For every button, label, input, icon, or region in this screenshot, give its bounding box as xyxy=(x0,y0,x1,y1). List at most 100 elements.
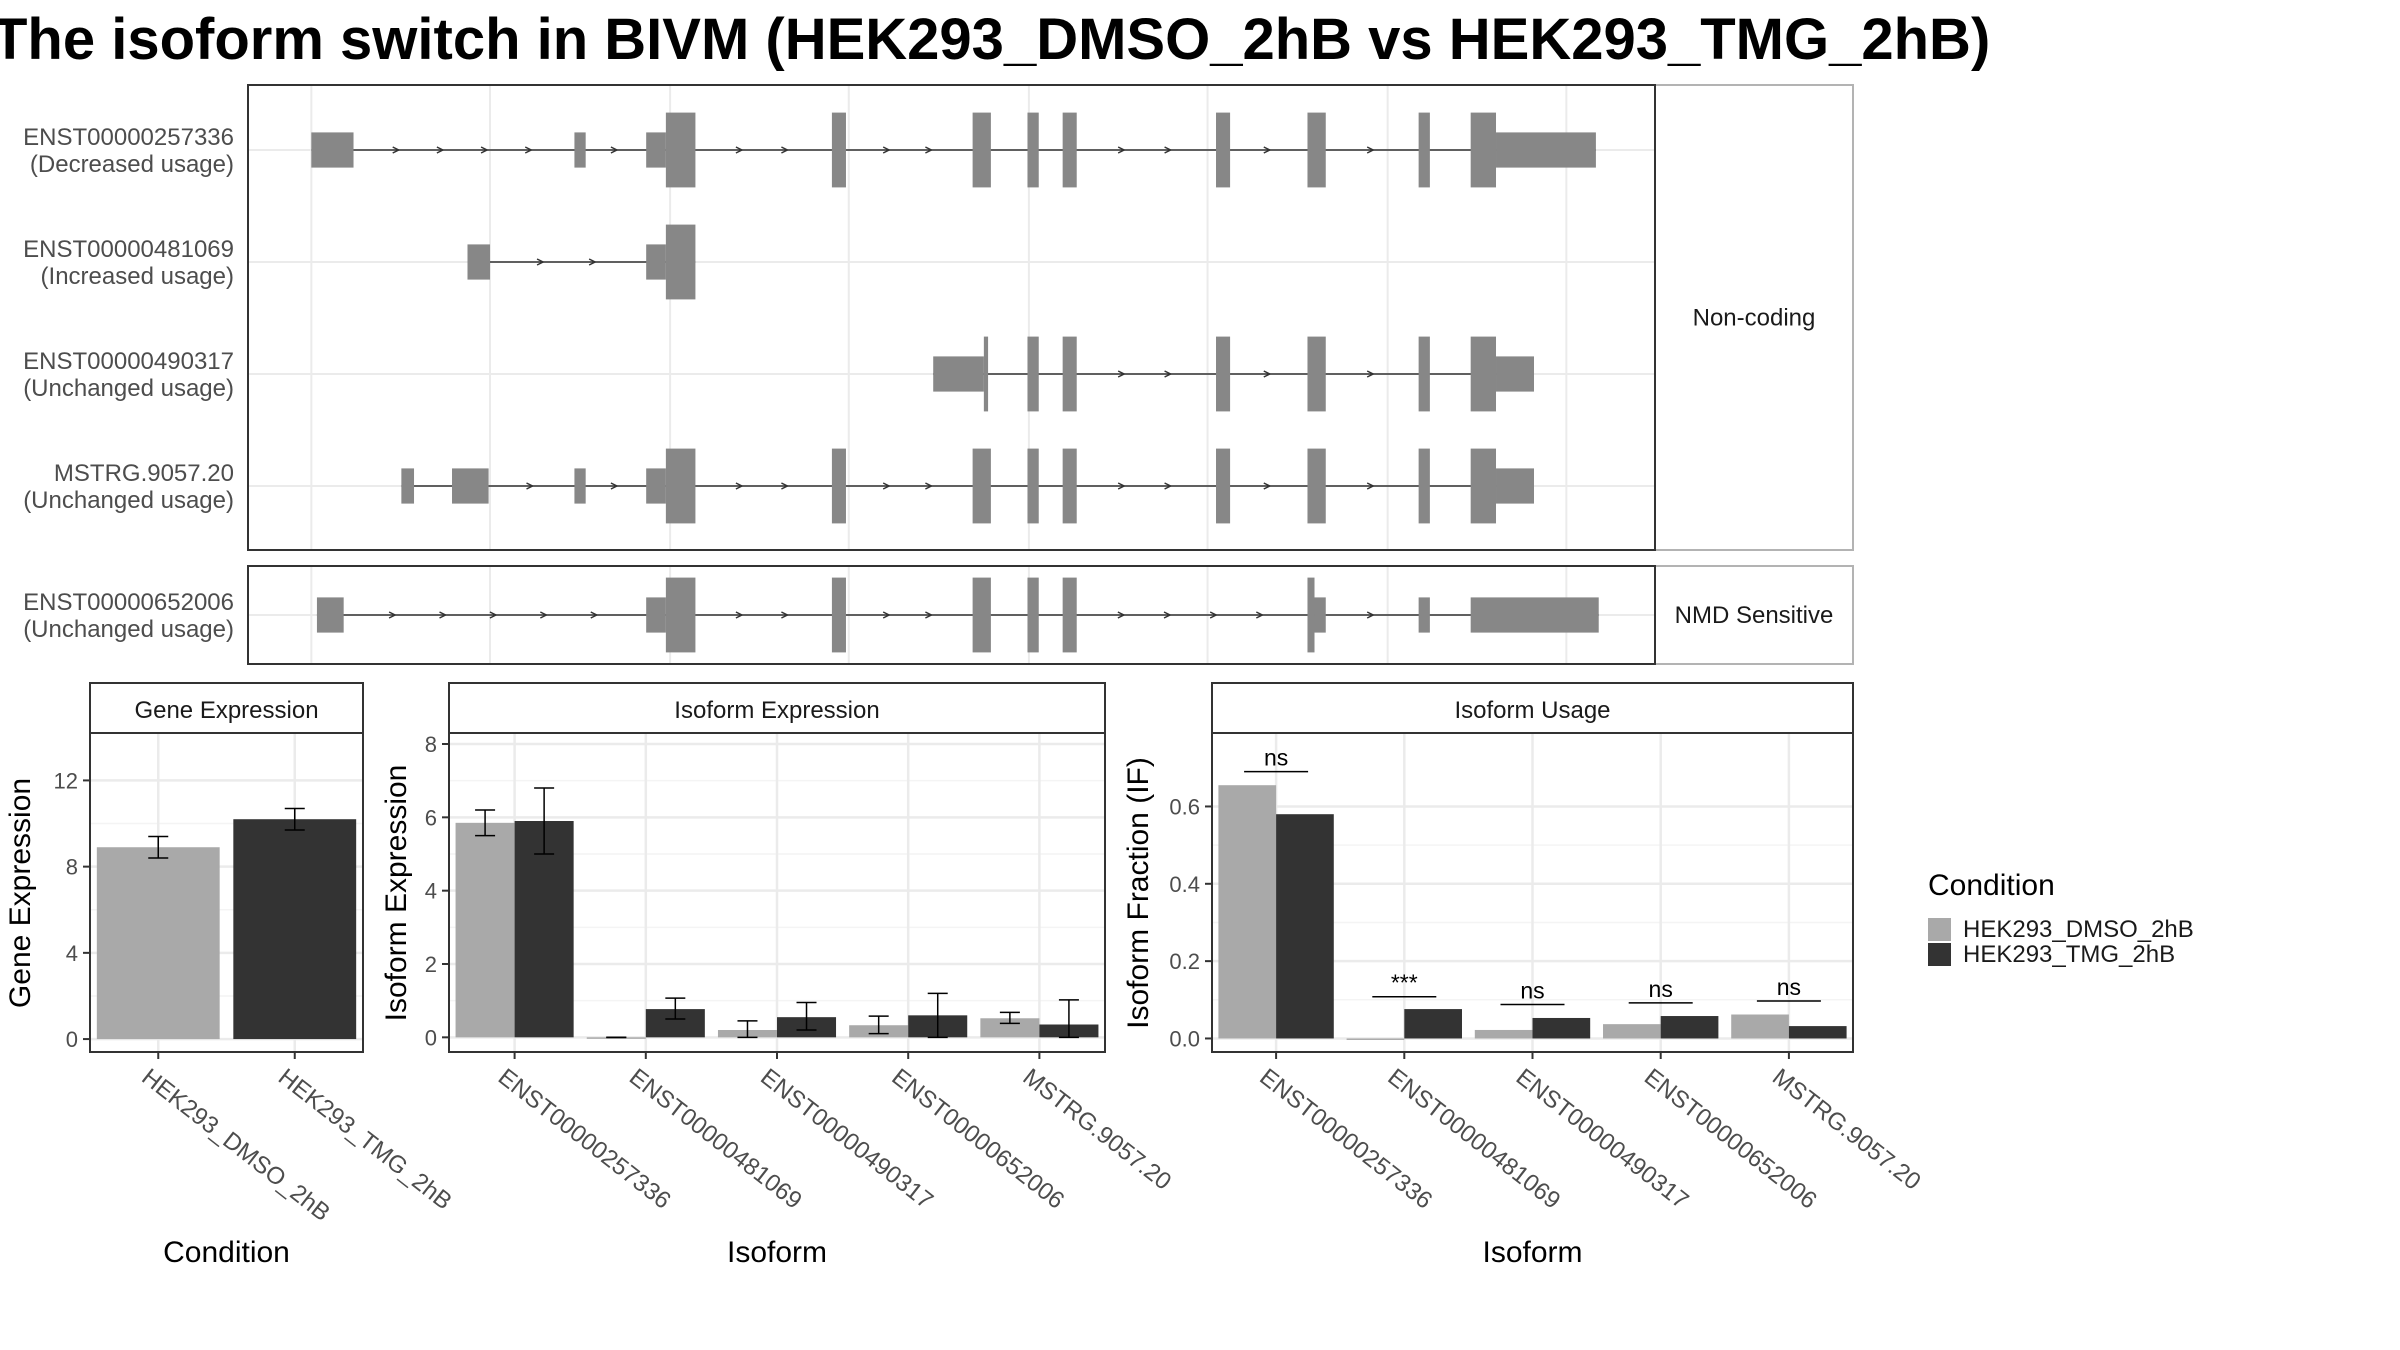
transcript-id-label: ENST00000652006 xyxy=(23,589,234,616)
exon xyxy=(1027,112,1039,188)
exon xyxy=(574,132,586,168)
facet-strip xyxy=(89,682,364,734)
strand-arrow xyxy=(1263,370,1272,378)
y-tick-label: 12 xyxy=(54,768,78,793)
strand-arrow xyxy=(526,482,535,490)
exon xyxy=(401,468,415,504)
strand-arrow xyxy=(540,611,549,619)
exon xyxy=(1216,448,1231,524)
strand-arrow xyxy=(610,482,619,490)
strand-arrow xyxy=(1163,611,1172,619)
strand-arrow xyxy=(882,482,891,490)
strand-arrow xyxy=(388,611,397,619)
structure-panel-border xyxy=(247,84,1656,551)
exon xyxy=(665,112,696,188)
y-axis-title: Isoform Fraction (IF) xyxy=(1122,757,1155,1029)
exon xyxy=(1418,336,1430,412)
significance-label: ns xyxy=(1649,976,1673,1002)
y-tick-label: 0.6 xyxy=(1169,794,1200,819)
transcript-usage-label: (Unchanged usage) xyxy=(23,487,234,514)
strand-arrow xyxy=(735,146,744,154)
group-strip-label: Non-coding xyxy=(1693,305,1816,332)
exon xyxy=(1062,577,1077,653)
exon xyxy=(665,577,696,653)
strand-arrow xyxy=(1366,482,1375,490)
significance-label: ns xyxy=(1520,977,1544,1003)
exon xyxy=(1418,112,1430,188)
legend-key xyxy=(1928,943,1951,966)
strand-arrow xyxy=(882,611,891,619)
significance-label: *** xyxy=(1391,970,1418,996)
exon xyxy=(1062,112,1077,188)
y-tick-label: 0.0 xyxy=(1169,1026,1200,1051)
exon xyxy=(574,468,586,504)
exon xyxy=(1027,577,1039,653)
bar xyxy=(514,821,574,1038)
exon xyxy=(933,356,984,392)
exon xyxy=(646,244,666,280)
strand-arrow xyxy=(735,482,744,490)
bar xyxy=(455,822,515,1038)
bar xyxy=(96,847,220,1040)
exon xyxy=(1216,336,1231,412)
strand-arrow xyxy=(1164,370,1173,378)
exon xyxy=(972,577,991,653)
strand-arrow xyxy=(925,146,934,154)
bar xyxy=(980,1018,1040,1038)
facet-strip-title: Gene Expression xyxy=(134,697,318,724)
y-tick-label: 6 xyxy=(425,805,437,830)
transcript-id-label: ENST00000481069 xyxy=(23,236,234,263)
strand-arrow xyxy=(392,146,401,154)
bar xyxy=(1532,1017,1591,1039)
group-strip-label: NMD Sensitive xyxy=(1675,602,1834,629)
transcript-usage-label: (Unchanged usage) xyxy=(23,375,234,402)
exon xyxy=(1027,336,1039,412)
y-tick-label: 0 xyxy=(66,1027,78,1052)
exon xyxy=(1470,448,1497,524)
facet-strip-title: Isoform Expression xyxy=(674,697,879,724)
group-strip xyxy=(1654,565,1854,665)
exon xyxy=(972,448,991,524)
legend-label: HEK293_DMSO_2hB xyxy=(1963,916,2194,943)
exon xyxy=(646,597,666,633)
exon xyxy=(1307,336,1326,412)
y-tick-label: 4 xyxy=(66,941,78,966)
strand-arrow xyxy=(781,482,790,490)
facet-strip xyxy=(1211,682,1854,734)
strand-arrow xyxy=(1164,482,1173,490)
exon xyxy=(1216,112,1231,188)
transcript-id-label: ENST00000490317 xyxy=(23,348,234,375)
y-tick-label: 4 xyxy=(425,879,437,904)
strand-arrow xyxy=(1117,146,1126,154)
exon xyxy=(316,597,344,633)
exon xyxy=(1496,468,1534,504)
strand-arrow xyxy=(1366,611,1375,619)
strand-arrow xyxy=(1117,370,1126,378)
legend-label: HEK293_TMG_2hB xyxy=(1963,941,2175,968)
exon xyxy=(1470,112,1497,188)
strand-arrow xyxy=(1263,146,1272,154)
exon xyxy=(1470,336,1497,412)
exon xyxy=(1496,356,1534,392)
bar xyxy=(1788,1026,1847,1039)
exon xyxy=(831,577,846,653)
strand-arrow xyxy=(1209,611,1218,619)
strand-arrow xyxy=(610,146,619,154)
transcript-usage-label: (Increased usage) xyxy=(41,263,234,290)
bar xyxy=(1404,1009,1462,1039)
exon xyxy=(452,468,489,504)
exon xyxy=(1307,577,1315,653)
bar xyxy=(1731,1014,1789,1039)
bar xyxy=(233,819,357,1040)
facet-strip xyxy=(448,682,1106,734)
strand-arrow xyxy=(925,611,934,619)
y-axis-title: Isoform Expression xyxy=(380,765,413,1022)
bar xyxy=(1218,785,1277,1039)
bar xyxy=(1660,1016,1719,1039)
exon xyxy=(983,336,989,412)
group-strip xyxy=(1654,84,1854,551)
exon xyxy=(646,468,666,504)
exon xyxy=(972,112,991,188)
strand-arrow xyxy=(781,146,790,154)
exon xyxy=(831,448,846,524)
